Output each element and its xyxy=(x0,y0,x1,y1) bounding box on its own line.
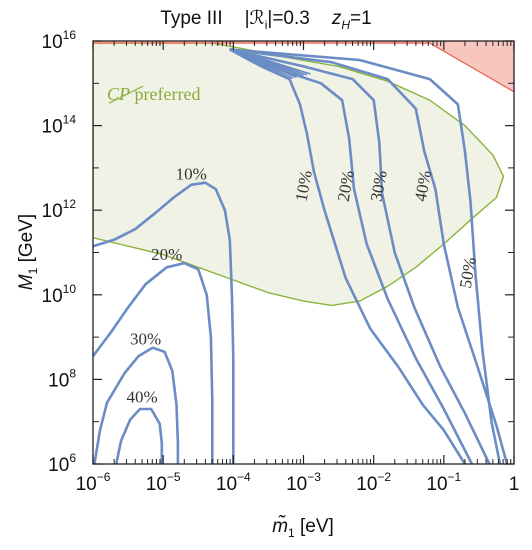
y-tick-label: 1012 xyxy=(42,197,77,222)
x-tick-label: 10−4 xyxy=(216,470,251,495)
x-tick-label: 10−3 xyxy=(286,470,321,495)
contour-label: 10% xyxy=(176,165,207,184)
y-tick-label: 1010 xyxy=(42,282,77,307)
excluded-region xyxy=(93,41,514,93)
contour-high-40pct xyxy=(229,48,509,464)
cp-preferred-label: CP preferred xyxy=(107,84,200,104)
contour-high-50pct xyxy=(229,48,502,464)
y-axis-title: M1 [GeV] xyxy=(16,214,40,290)
x-tick-label: 10−5 xyxy=(146,470,181,495)
contour-low-40pct xyxy=(114,407,164,464)
contour-low-20pct xyxy=(93,261,214,464)
contour-low-10pct xyxy=(93,181,235,464)
x-axis: 10−6 10−5 10−4 10−3 10−2 10−1 1 xyxy=(76,41,520,495)
contour-high-20pct xyxy=(229,48,474,464)
contour-high-30pct xyxy=(229,48,491,464)
cp-slash-mark xyxy=(108,85,144,104)
y-tick-label: 1014 xyxy=(42,113,77,138)
y-tick-label: 1016 xyxy=(42,28,77,53)
x-tick-label: 10−2 xyxy=(356,470,391,495)
x-tick-label: 10−6 xyxy=(76,470,111,495)
y-tick-label: 108 xyxy=(48,366,76,391)
x-tick-label: 1 xyxy=(509,474,520,495)
x-axis-title: m̃1 [eV] xyxy=(272,515,334,540)
plot-area: 10%20%30%40%10% 20% 30% 40%50%CP preferred xyxy=(93,41,514,464)
y-axis: 106 108 1010 1012 1014 1016 xyxy=(42,28,514,476)
chart-title: Type III |ℛi|=0.3 zH=1 xyxy=(160,8,371,32)
contour-label: 20% xyxy=(151,245,182,264)
contour-label: 30% xyxy=(130,330,161,349)
contour-label: 40% xyxy=(127,388,158,407)
contour-convergence-line xyxy=(229,47,311,75)
contour-high-10pct xyxy=(229,48,467,464)
x-tick-label: 10−1 xyxy=(426,470,461,495)
contour-low-30pct xyxy=(93,346,180,464)
y-tick-label: 106 xyxy=(48,451,76,476)
